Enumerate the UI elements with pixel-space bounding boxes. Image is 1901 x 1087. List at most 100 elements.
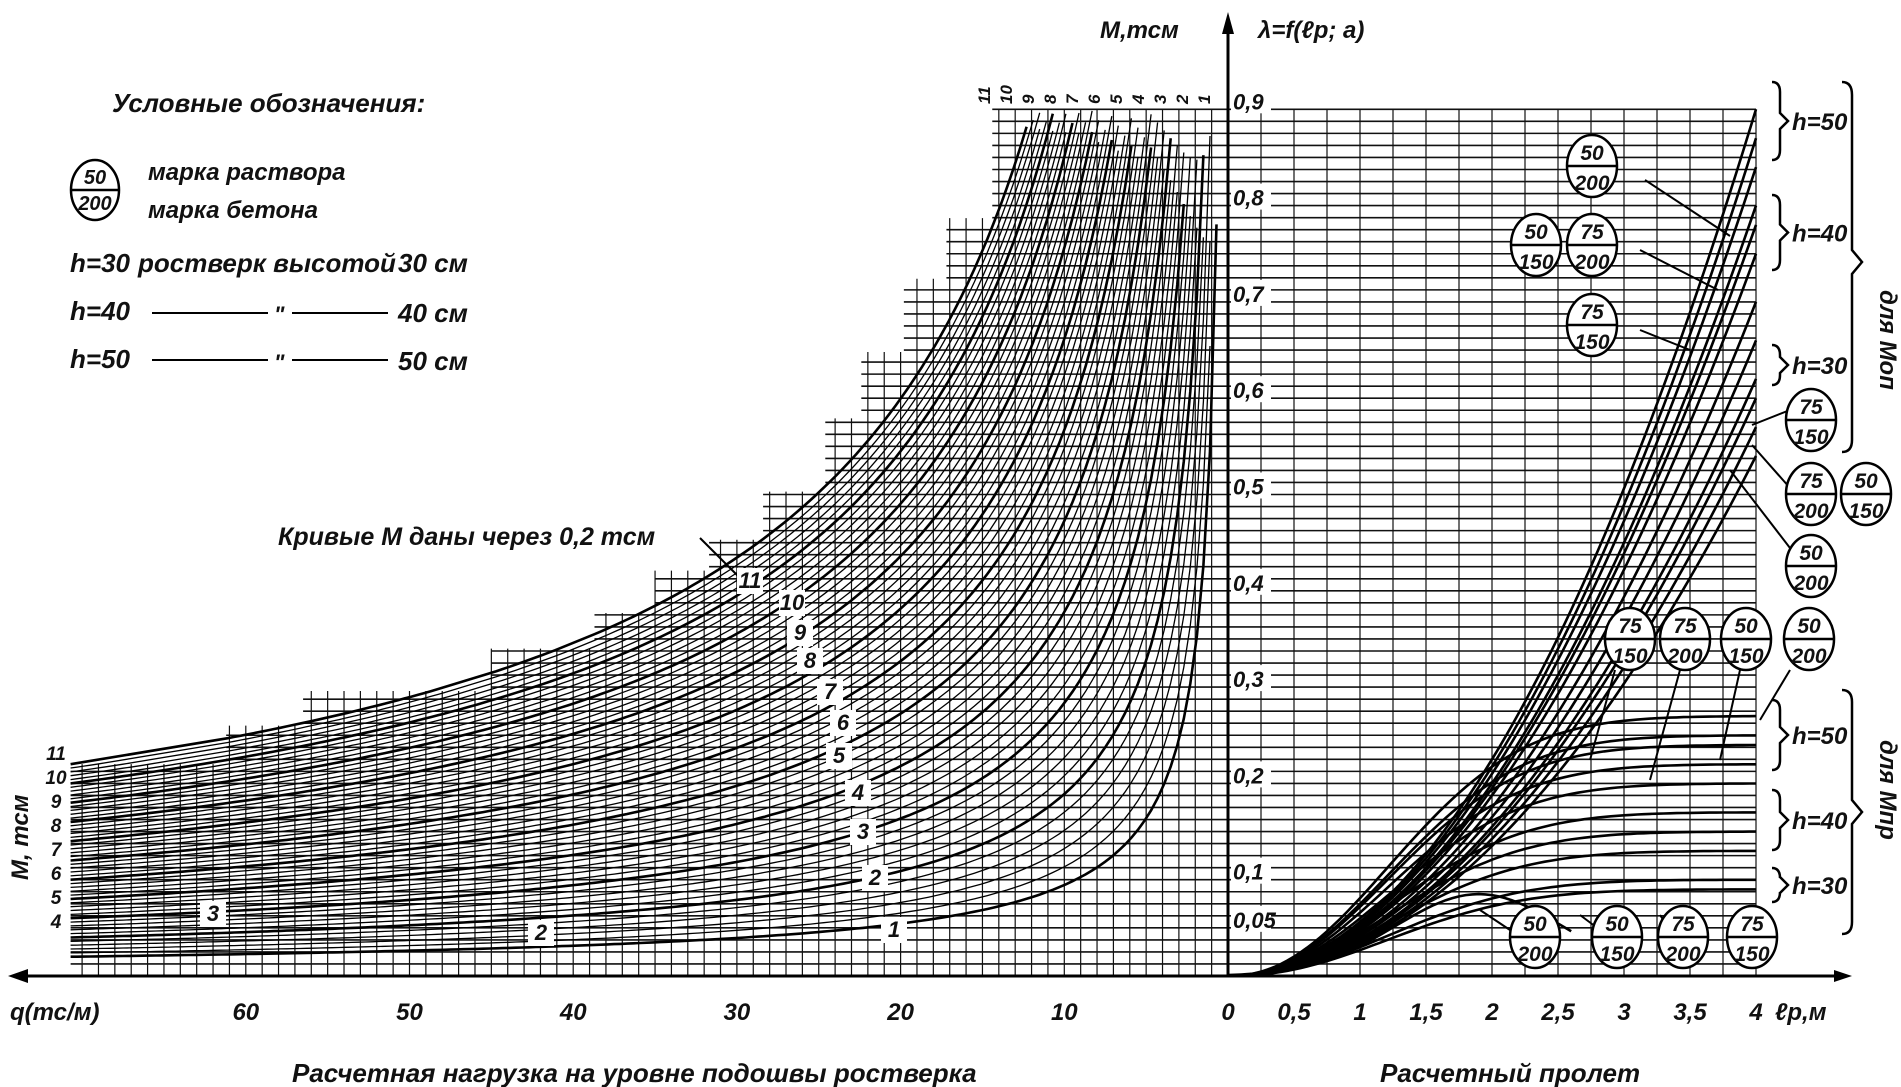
left-curve-label: 4 — [50, 912, 62, 933]
mpr-h30-label: h=30 — [1792, 873, 1848, 900]
lambda-axis-arrowhead — [1222, 12, 1234, 34]
curve-label-bg — [797, 648, 823, 674]
curve-label-bg — [737, 568, 763, 594]
curves — [70, 108, 1758, 978]
m-curve — [70, 122, 1159, 885]
left-curve-label: 7 — [51, 840, 63, 861]
mark-mortar: 50 — [1523, 913, 1547, 936]
axes — [8, 12, 1852, 983]
q-tick-label: 10 — [1051, 999, 1078, 1026]
m-curve — [70, 130, 1165, 892]
m-curve — [70, 141, 1100, 831]
inner-curve-label: 5 — [833, 743, 846, 768]
m-curve — [70, 132, 1080, 812]
q-tick-label: 30 — [724, 999, 751, 1026]
m-curve — [70, 237, 1205, 942]
m-curve — [70, 191, 1178, 912]
mark-leader — [1589, 669, 1616, 761]
m-curve — [70, 156, 1139, 869]
mark-mortar: 75 — [1740, 913, 1764, 936]
mark-mortar: 50 — [1524, 221, 1548, 244]
lambda-tick-label: 0,5 — [1233, 475, 1264, 500]
m-curve — [70, 131, 1094, 824]
mark-leader — [1479, 909, 1511, 931]
top-curve-label: 6 — [1085, 94, 1104, 104]
q-tick-label: 60 — [232, 999, 259, 1026]
left-curve-label: 9 — [51, 792, 62, 813]
mpr-h30-brace — [1771, 866, 1790, 904]
legend-mark-bottom: 200 — [77, 193, 111, 215]
mark-leader — [1759, 669, 1791, 721]
legend-h40: h=40 — [70, 296, 131, 326]
tick-label-bg — [1231, 87, 1271, 114]
m-curve — [70, 345, 1211, 954]
group-mpr-label: для Мпр — [1874, 740, 1901, 840]
mop-h30-brace — [1771, 343, 1790, 387]
m-curve — [70, 159, 1198, 931]
m-curve — [70, 121, 1047, 781]
tick-label-bg — [1231, 761, 1271, 788]
mark-concrete: 200 — [1664, 943, 1700, 966]
m-curve — [70, 113, 1055, 785]
curve-label-bg — [862, 865, 888, 891]
mark-mortar: 50 — [1799, 542, 1823, 565]
curve-label-bg — [830, 710, 856, 736]
q-axis-label: q(тс/м) — [10, 999, 99, 1026]
mark-leader — [1639, 249, 1719, 291]
lambda-tick-label: 0,1 — [1233, 860, 1264, 885]
curve-label-bg — [845, 780, 871, 806]
m-curve — [70, 155, 1205, 939]
mop-h30-label: h=30 — [1792, 353, 1848, 380]
curve-label-bg — [817, 679, 843, 705]
legend-h30-value: 30 см — [398, 248, 468, 278]
lambda-tick-label: 0,3 — [1233, 667, 1264, 692]
curve-label-bg — [826, 743, 852, 769]
l-tick-label: 3 — [1617, 999, 1631, 1026]
annotation-leader — [699, 537, 741, 579]
l-tick-label: 1,5 — [1409, 999, 1443, 1026]
mark-mortar: 50 — [1797, 615, 1821, 638]
mark-mortar: 50 — [1854, 470, 1878, 493]
m-curve — [70, 110, 1093, 819]
m-curve — [70, 150, 1119, 850]
m-curve — [70, 127, 1139, 865]
top-axis-label: М,тсм — [1100, 17, 1179, 44]
mpr-group-brace — [1841, 688, 1864, 936]
mark-concrete: 200 — [1666, 645, 1702, 668]
mpr-h50-label: h=50 — [1792, 723, 1848, 750]
m-curve — [70, 122, 1061, 792]
mpr-curve — [1227, 743, 1756, 978]
tick-label-bg — [1231, 905, 1271, 932]
m-curve — [70, 152, 1185, 916]
top-curve-label: 1 — [1195, 95, 1214, 104]
legend-h30-text: ростверк высотой — [137, 248, 396, 278]
mpr-h40-label: h=40 — [1792, 808, 1848, 835]
legend-h40-value: 40 см — [397, 298, 468, 328]
m-curve — [70, 137, 1146, 873]
tick-label-bg — [1231, 857, 1271, 884]
l-tick-label: 2 — [1484, 999, 1499, 1026]
m-curve — [70, 126, 1028, 766]
mpr-h30-curve — [1227, 892, 1572, 977]
m-curve — [70, 130, 1054, 788]
q-tick-label: 50 — [396, 999, 423, 1026]
mark-concrete: 150 — [1793, 426, 1828, 449]
mop-h50-label: h=50 — [1792, 109, 1848, 136]
m-curve — [70, 145, 1178, 908]
curve-label-bg — [787, 620, 813, 646]
left-panel-title: Расчетная нагрузка на уровне подошвы рос… — [292, 1058, 977, 1087]
group-mop-label: для Моп — [1874, 290, 1901, 390]
m-curve — [70, 203, 1186, 920]
mark-mortar: 50 — [1605, 913, 1629, 936]
top-curve-label: 4 — [1129, 94, 1148, 105]
l-axis-arrowhead — [1834, 970, 1852, 982]
